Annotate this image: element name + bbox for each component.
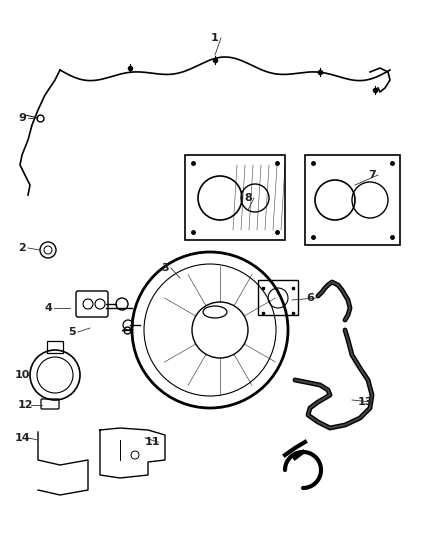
Text: 10: 10: [14, 370, 30, 380]
Text: 6: 6: [306, 293, 314, 303]
Text: 8: 8: [244, 193, 252, 203]
Text: 3: 3: [161, 263, 169, 273]
Text: 4: 4: [44, 303, 52, 313]
Text: 14: 14: [14, 433, 30, 443]
Bar: [258, 280, 298, 315]
Text: 13: 13: [357, 397, 373, 407]
Bar: [305, 155, 400, 245]
Text: 1: 1: [211, 33, 219, 43]
Text: 7: 7: [368, 170, 376, 180]
Text: 9: 9: [18, 113, 26, 123]
Text: 12: 12: [17, 400, 33, 410]
Text: 2: 2: [18, 243, 26, 253]
Text: 11: 11: [144, 437, 160, 447]
Text: 5: 5: [68, 327, 76, 337]
Bar: [185, 155, 285, 240]
